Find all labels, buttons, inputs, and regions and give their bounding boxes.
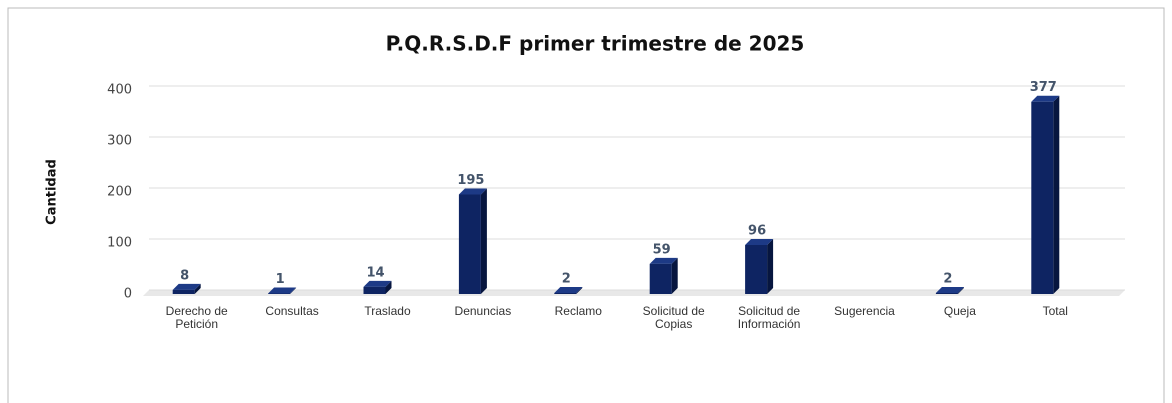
value-label: 96 [748,224,766,239]
value-label: 14 [366,265,384,280]
bar-face [935,286,964,293]
chart-border [7,7,1165,403]
bar [363,280,392,294]
value-label: 59 [653,242,671,257]
value-label: 377 [1030,80,1057,95]
x-tick-label: Solicitud de Copias [642,304,705,331]
x-tick-label: Denuncias [454,304,512,318]
bar-face [385,280,392,294]
x-tick-label: Traslado [364,304,411,318]
y-tick-label: 300 [107,134,132,149]
bar [649,257,678,294]
bar-face [1031,101,1054,294]
value-label: 195 [457,173,484,188]
bar-face [172,289,195,294]
bar-face [1031,95,1060,102]
bar [935,286,964,294]
bar-face [1053,95,1060,294]
bar-face [172,283,201,290]
bar [172,283,201,294]
x-tick-label: Sugerencia [834,304,895,318]
x-tick-label: Total [1042,304,1068,318]
bar-face [480,188,487,294]
bar-face [194,283,201,294]
bar-face [957,286,964,294]
x-tick-label: Reclamo [554,304,602,318]
bar-face [649,263,672,294]
bar-face [268,293,291,294]
bar-face [576,286,583,294]
x-tick-label: Solicitud de Información [737,304,801,331]
bar [268,287,297,294]
value-label: 2 [943,271,952,286]
bar-face [458,188,487,195]
bar-face [745,239,774,246]
bar [458,188,487,294]
bar-face [649,257,678,264]
bar-face [363,286,386,294]
y-tick-label: 400 [107,83,132,98]
value-label: 8 [180,268,189,283]
bar-face [671,257,678,294]
bar-face [767,239,774,294]
bar-face [363,280,392,287]
bar-face [554,292,577,294]
bar [554,286,583,294]
y-axis-label: Cantidad [45,159,60,225]
x-tick-label: Consultas [265,304,319,318]
bar-face [268,287,297,294]
value-label: 2 [562,271,571,286]
chart-title: P.Q.R.S.D.F primer trimestre de 2025 [386,32,805,56]
y-tick-label: 100 [107,236,132,251]
bar [1031,95,1060,294]
y-tick-label: 0 [124,287,132,302]
bar-face [290,287,297,294]
y-tick-label: 200 [107,185,132,200]
floor [143,290,1125,296]
x-tick-label: Derecho de Petición [165,304,228,331]
bar-face [458,194,481,294]
bar-face [554,286,583,293]
value-label: 1 [276,272,285,287]
bar [745,239,774,294]
x-tick-label: Queja [943,304,976,318]
bar-face [745,245,768,294]
bar-face [935,292,958,294]
